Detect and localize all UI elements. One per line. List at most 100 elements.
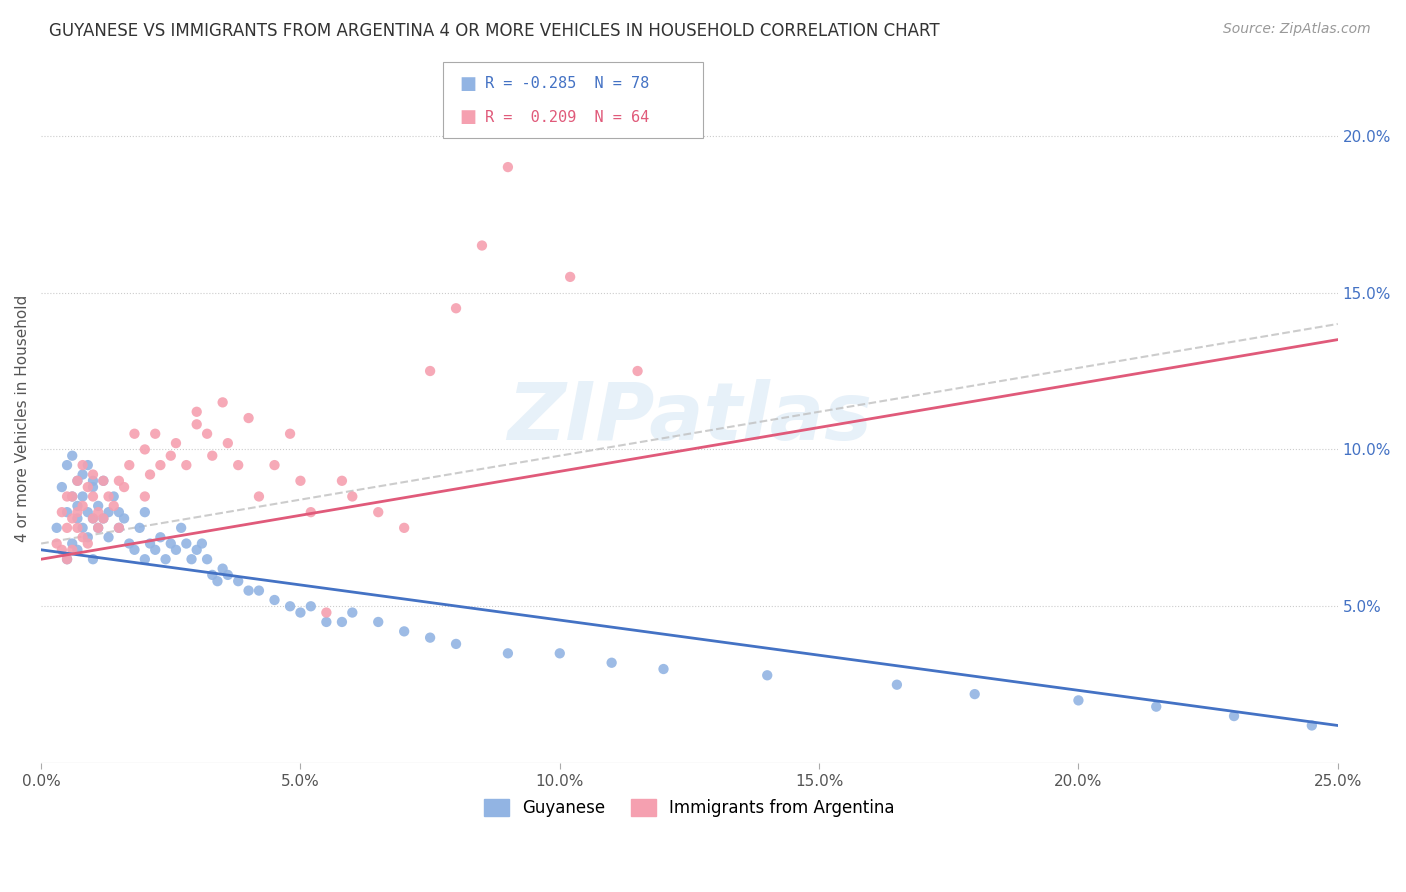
Point [143, 542, 166, 557]
Point [315, 606, 337, 620]
Point [56, 552, 79, 566]
Point [103, 499, 125, 513]
Point [56, 552, 79, 566]
Text: ZIPatlas: ZIPatlas [508, 379, 872, 457]
Text: R = -0.285  N = 78: R = -0.285 N = 78 [485, 76, 650, 91]
Point [180, 552, 202, 566]
Point [560, 269, 582, 284]
Point [247, 583, 270, 598]
Point [278, 599, 301, 614]
Point [165, 436, 187, 450]
Point [170, 521, 193, 535]
Point [72, 490, 94, 504]
Point [191, 536, 214, 550]
Point [186, 542, 208, 557]
Point [76, 505, 98, 519]
Text: ■: ■ [460, 75, 477, 93]
Point [392, 624, 415, 639]
Point [97, 505, 120, 519]
Point [134, 505, 156, 519]
Point [217, 436, 239, 450]
Point [299, 505, 322, 519]
Point [195, 552, 218, 566]
Point [548, 646, 571, 660]
Point [600, 656, 623, 670]
Point [56, 490, 79, 504]
Point [176, 536, 198, 550]
Point [93, 474, 115, 488]
Point [128, 521, 150, 535]
Point [108, 505, 131, 519]
Point [87, 505, 110, 519]
Point [66, 542, 89, 557]
Point [149, 530, 172, 544]
Point [82, 511, 104, 525]
Point [87, 499, 110, 513]
Point [496, 646, 519, 660]
Point [626, 364, 648, 378]
Point [56, 521, 79, 535]
Y-axis label: 4 or more Vehicles in Household: 4 or more Vehicles in Household [15, 294, 30, 541]
Point [165, 542, 187, 557]
Point [186, 405, 208, 419]
Point [82, 480, 104, 494]
Point [523, 81, 546, 95]
Point [93, 474, 115, 488]
Point [1223, 709, 1246, 723]
Point [419, 364, 441, 378]
Text: R =  0.209  N = 64: R = 0.209 N = 64 [485, 110, 650, 125]
Point [72, 499, 94, 513]
Text: ■: ■ [460, 108, 477, 126]
Point [278, 426, 301, 441]
Point [124, 542, 146, 557]
Point [263, 593, 285, 607]
Point [45, 536, 67, 550]
Point [226, 574, 249, 589]
Point [51, 505, 73, 519]
Point [76, 536, 98, 550]
Point [886, 678, 908, 692]
Legend: Guyanese, Immigrants from Argentina: Guyanese, Immigrants from Argentina [478, 792, 901, 824]
Point [756, 668, 779, 682]
Point [263, 458, 285, 472]
Point [60, 511, 83, 525]
Point [367, 615, 389, 629]
Point [118, 536, 141, 550]
Point [66, 474, 89, 488]
Point [60, 542, 83, 557]
Point [108, 474, 131, 488]
Point [247, 490, 270, 504]
Point [139, 467, 162, 482]
Point [186, 417, 208, 432]
Point [72, 530, 94, 544]
Point [1144, 699, 1167, 714]
Point [342, 490, 364, 504]
Point [66, 474, 89, 488]
Point [143, 426, 166, 441]
Point [45, 521, 67, 535]
Point [82, 511, 104, 525]
Point [159, 449, 181, 463]
Point [60, 536, 83, 550]
Point [155, 552, 177, 566]
Point [76, 458, 98, 472]
Point [112, 480, 135, 494]
Point [51, 542, 73, 557]
Point [60, 490, 83, 504]
Point [290, 474, 312, 488]
Point [963, 687, 986, 701]
Point [652, 662, 675, 676]
Point [56, 505, 79, 519]
Point [176, 458, 198, 472]
Point [60, 490, 83, 504]
Point [76, 480, 98, 494]
Point [112, 511, 135, 525]
Point [108, 521, 131, 535]
Point [97, 490, 120, 504]
Point [82, 490, 104, 504]
Point [134, 490, 156, 504]
Point [367, 505, 389, 519]
Point [159, 536, 181, 550]
Point [118, 458, 141, 472]
Point [82, 474, 104, 488]
